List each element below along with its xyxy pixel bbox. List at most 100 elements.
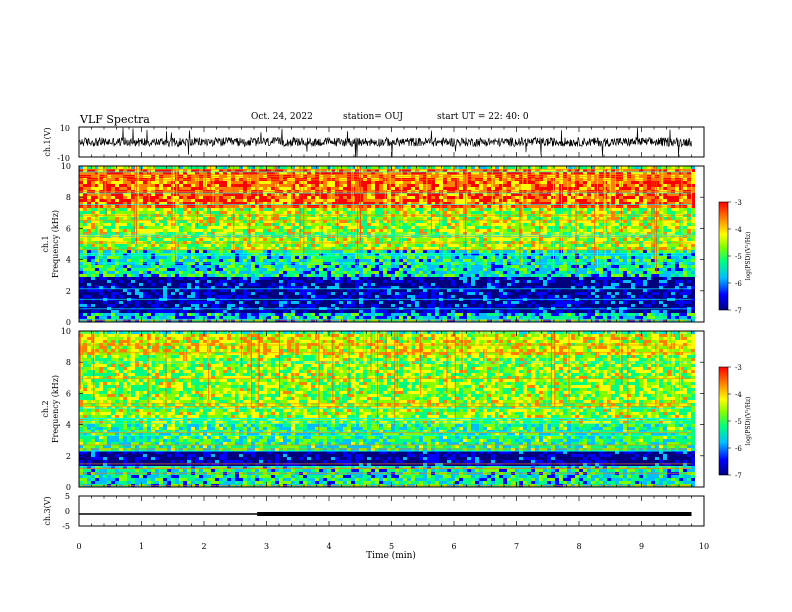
spectrogram-cell	[411, 253, 415, 256]
spectrogram-cell	[495, 166, 499, 169]
spectrogram-cell	[319, 199, 323, 202]
spectrogram-cell	[187, 196, 191, 199]
spectrogram-cell	[623, 217, 627, 220]
spectrogram-cell	[587, 184, 591, 187]
spectrogram-cell	[239, 256, 243, 259]
spectrogram-cell	[515, 250, 519, 253]
spectrogram-cell	[547, 259, 551, 262]
spectrogram-cell	[619, 244, 623, 247]
spectrogram-cell	[631, 229, 635, 232]
spectrogram-cell	[335, 193, 339, 196]
spectrogram-cell	[419, 172, 423, 175]
spectrogram-cell	[355, 220, 359, 223]
spectrogram-cell	[243, 223, 247, 226]
spectrogram-cell	[163, 232, 167, 235]
spectrogram-cell	[471, 208, 475, 211]
spectrogram-cell	[303, 220, 307, 223]
spectrogram-cell	[231, 220, 235, 223]
spectrogram-cell	[599, 232, 603, 235]
spectrogram-cell	[187, 166, 191, 169]
spectrogram-cell	[683, 211, 687, 214]
spectrogram-cell	[671, 250, 675, 253]
spectrogram-cell	[671, 238, 675, 241]
spectrogram-cell	[267, 217, 271, 220]
spectrogram-cell	[635, 172, 639, 175]
spectrogram-cell	[203, 259, 207, 262]
spectrogram-cell	[671, 253, 675, 256]
spectrogram-cell	[687, 181, 691, 184]
spectrogram-cell	[591, 220, 595, 223]
spectrogram-cell	[239, 187, 243, 190]
spectrogram-cell	[415, 259, 419, 262]
spectrogram-cell	[375, 247, 379, 250]
spectrogram-cell	[491, 172, 495, 175]
spectrogram-cell	[651, 247, 655, 250]
spectrogram-cell	[459, 256, 463, 259]
spectrogram-cell	[451, 256, 455, 259]
spectrogram-cell	[323, 202, 327, 205]
spectrogram-cell	[199, 220, 203, 223]
spectrogram-cell	[387, 259, 391, 262]
spectrogram-cell	[455, 223, 459, 226]
spectrogram-cell	[651, 181, 655, 184]
spectrogram-cell	[151, 253, 155, 256]
spectrogram-cell	[511, 256, 515, 259]
spectrogram-cell	[195, 253, 199, 256]
spectrogram-cell	[223, 253, 227, 256]
spectrogram-cell	[267, 232, 271, 235]
spectrogram-cell	[295, 202, 299, 205]
spectrogram-cell	[131, 181, 135, 184]
spectrogram-cell	[491, 253, 495, 256]
spectrogram-cell	[539, 244, 543, 247]
spectrogram-cell	[675, 259, 679, 262]
spectrogram-cell	[279, 220, 283, 223]
spectrogram-cell	[391, 256, 395, 259]
spectrogram-cell	[183, 199, 187, 202]
spectrogram-cell	[87, 253, 91, 256]
spectrogram-cell	[499, 181, 503, 184]
spectrogram-cell	[335, 169, 339, 172]
spectrogram-cell	[159, 172, 163, 175]
spectrogram-cell	[543, 226, 547, 229]
spectrogram-cell	[455, 259, 459, 262]
spectrogram-cell	[107, 256, 111, 259]
spectrogram-cell	[219, 181, 223, 184]
spectrogram-cell	[295, 199, 299, 202]
spectrogram-cell	[335, 217, 339, 220]
spectrogram-cell	[463, 199, 467, 202]
spectrogram-cell	[147, 259, 151, 262]
spectrogram-cell	[287, 244, 291, 247]
spectrogram-cell	[207, 259, 211, 262]
spectrogram-cell	[215, 217, 219, 220]
spectrogram-cell	[543, 202, 547, 205]
spectrogram-cell	[375, 211, 379, 214]
spectrogram-cell	[311, 199, 315, 202]
spectrogram-cell	[363, 250, 367, 253]
spectrogram-cell	[659, 169, 663, 172]
spectrogram-cell	[95, 256, 99, 259]
spectrogram-cell	[311, 238, 315, 241]
spectrogram-cell	[567, 259, 571, 262]
spectrogram-cell	[467, 256, 471, 259]
spectrogram-cell	[635, 250, 639, 253]
spectrogram-cell	[331, 199, 335, 202]
spectrogram-cell	[235, 256, 239, 259]
spectrogram-cell	[151, 247, 155, 250]
spectrogram-cell	[555, 229, 559, 232]
spectrogram-cell	[195, 250, 199, 253]
spectrogram-cell	[651, 226, 655, 229]
spectrogram-cell	[487, 172, 491, 175]
spectrogram-cell	[607, 172, 611, 175]
start-time-label: start UT = 22: 40: 0	[437, 112, 529, 122]
spectrogram-cell	[547, 208, 551, 211]
spectrogram-cell	[679, 211, 683, 214]
spectrogram-cell	[227, 232, 231, 235]
spectrogram-cell	[435, 166, 439, 169]
spectrogram-cell	[251, 220, 255, 223]
spectrogram-cell	[235, 253, 239, 256]
spectrogram-cell	[159, 166, 163, 169]
spectrogram-cell	[315, 187, 319, 190]
spectrogram-cell	[375, 184, 379, 187]
spectrogram-cell	[403, 193, 407, 196]
spectrogram-cell	[651, 253, 655, 256]
